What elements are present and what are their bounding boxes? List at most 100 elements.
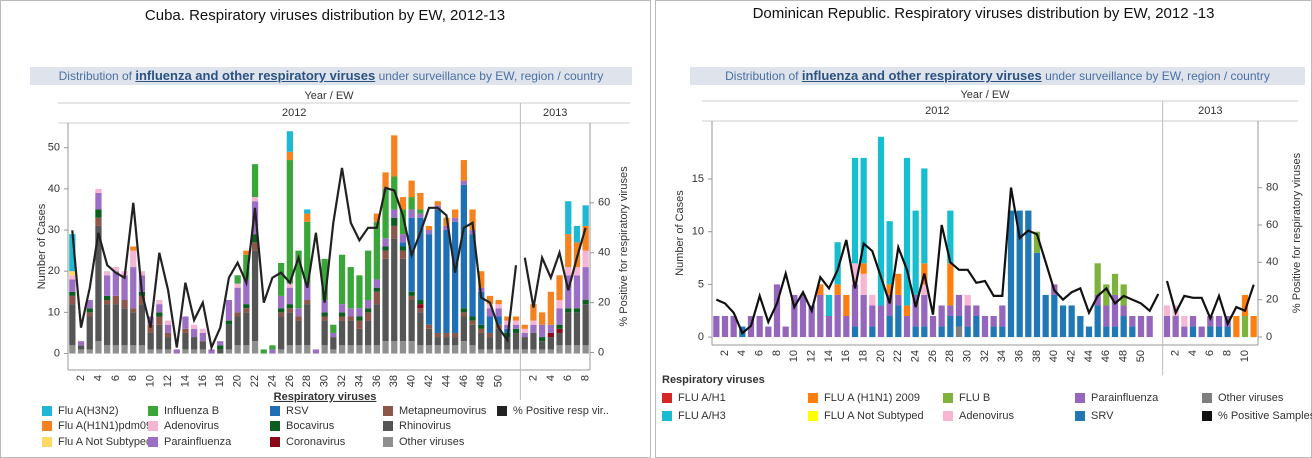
bar-segment (86, 312, 93, 317)
bar-segment (1233, 316, 1240, 338)
bar-segment (269, 349, 276, 354)
year-label: 2012 (925, 105, 949, 117)
x-tick-label: 22 (892, 350, 904, 362)
y-tick-label: 20 (48, 265, 60, 277)
bar-segment (356, 345, 363, 354)
bar-segment (434, 337, 441, 346)
bar-segment (1207, 316, 1214, 327)
bar-segment (1025, 210, 1032, 338)
bar-segment (304, 221, 311, 284)
x-tick-label: 40 (1048, 350, 1060, 362)
x-tick-label: 42 (423, 375, 435, 387)
bar-segment (1181, 326, 1188, 338)
year-label: 2012 (282, 107, 306, 119)
bar-segment (990, 316, 997, 327)
x-tick-label: 40 (406, 375, 418, 387)
bar-segment (478, 332, 485, 350)
x-tick-label: 14 (823, 350, 835, 362)
x-tick-label: 38 (388, 375, 400, 387)
bar-segment (156, 324, 163, 350)
bar-segment (999, 326, 1006, 338)
bar-segment (443, 230, 450, 333)
bar-segment (69, 291, 76, 296)
bar-segment (886, 294, 893, 317)
bar-segment (921, 168, 928, 264)
x-tick-label: 32 (979, 350, 991, 362)
bar-segment (147, 332, 154, 350)
bar-segment (478, 271, 485, 288)
bar-segment (817, 294, 824, 338)
bar-segment (356, 275, 363, 309)
x-tick-label: 8 (771, 350, 783, 356)
legend-label: FLU A/H3 (678, 410, 726, 422)
x-tick-label: 18 (858, 350, 870, 362)
x-tick-label: 4 (92, 375, 104, 381)
bar-segment (417, 209, 424, 214)
bar-segment (304, 304, 311, 346)
legend-swatch (270, 406, 280, 416)
x-tick-label: 26 (284, 375, 296, 387)
bar-segment (495, 316, 502, 325)
legend-label: Rhinovirus (399, 420, 451, 432)
bar-segment (851, 326, 859, 338)
year-label: 2013 (1198, 105, 1222, 117)
bar-segment (921, 284, 928, 295)
bar-segment (512, 316, 520, 321)
bar-segment (399, 250, 407, 259)
bar-segment (286, 287, 293, 305)
bar-segment (469, 209, 476, 231)
bar-segment (425, 324, 433, 329)
bar-segment (156, 312, 163, 317)
bar-segment (260, 349, 267, 354)
bar-segment (1198, 326, 1205, 338)
bar-segment (521, 328, 528, 333)
bar-segment (295, 308, 302, 317)
bar-segment (417, 312, 424, 346)
bar-segment (877, 305, 885, 338)
bar-segment (478, 324, 485, 329)
legend-label: Other viruses (1218, 392, 1284, 404)
bar-segment (130, 250, 137, 268)
bar-segment (443, 332, 450, 338)
bar-segment (1120, 305, 1127, 317)
bar-segment (486, 316, 494, 333)
legend-label: Parainfluenza (164, 436, 232, 448)
legend-swatch (383, 421, 393, 431)
x-tick-label: 50 (493, 375, 505, 387)
bar-segment (530, 324, 537, 333)
legend-swatch (383, 437, 393, 447)
y2-tick-label: 40 (1266, 256, 1278, 268)
bar-segment (112, 267, 119, 272)
x-tick-label: 12 (806, 350, 818, 362)
bar-segment (104, 304, 111, 346)
bar-segment (417, 192, 424, 210)
y2-axis-title: % Positive for respiratory viruses (1291, 152, 1303, 313)
bar-segment (530, 332, 537, 350)
bar-segment (469, 320, 476, 325)
bar-segment (886, 221, 893, 285)
bar-segment (556, 308, 563, 325)
bar-segment (182, 332, 189, 350)
bar-segment (382, 258, 389, 342)
bar-segment (860, 263, 867, 274)
bar-segment (425, 230, 433, 235)
bar-segment (1033, 252, 1041, 338)
bar-segment (243, 304, 250, 309)
bar-segment (443, 345, 450, 354)
bar-segment (408, 180, 415, 198)
y-tick-label: 0 (54, 347, 60, 359)
legend-label: Parainfluenza (1091, 392, 1159, 404)
bar-segment (382, 246, 389, 251)
bar-segment (869, 326, 876, 338)
bar-segment (138, 304, 146, 346)
legend-label: Adenovirus (164, 420, 220, 432)
bar-segment (138, 271, 146, 276)
x-tick-label: 6 (110, 375, 122, 381)
bar-segment (373, 287, 380, 292)
bar-segment (408, 197, 415, 210)
bar-segment (295, 320, 302, 346)
legend-label: % Positive Samples (1218, 410, 1312, 422)
x-tick-label: 6 (754, 350, 766, 356)
